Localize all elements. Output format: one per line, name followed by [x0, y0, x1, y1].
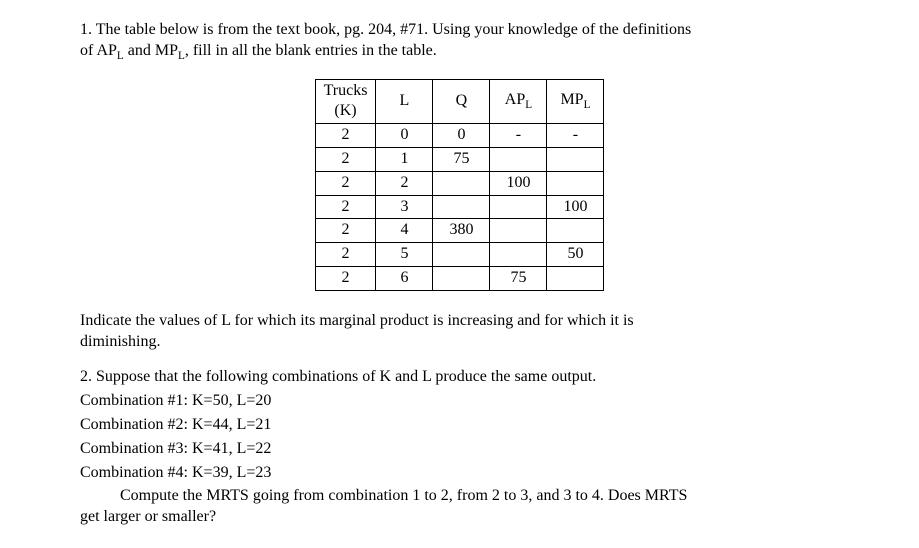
cell-q [433, 243, 490, 267]
table-row: 2 2 100 [315, 171, 604, 195]
q1-intro-line2-p3: , fill in all the blank entries in the t… [185, 42, 437, 59]
q2-combo4: Combination #4: K=39, L=23 [80, 463, 839, 484]
cell-q [433, 195, 490, 219]
cell-l: 3 [376, 195, 433, 219]
header-trucks: Trucks (K) [315, 79, 376, 124]
header-mpl-main: MP [560, 91, 583, 108]
cell-apl [490, 195, 547, 219]
q2-combo2: Combination #2: K=44, L=21 [80, 415, 839, 436]
q1-followup-l1: Indicate the values of L for which its m… [80, 312, 634, 329]
cell-apl [490, 219, 547, 243]
header-apl-sub: L [525, 99, 532, 111]
data-table: Trucks (K) L Q APL MPL 2 0 0 - - 2 1 75 [315, 79, 605, 291]
cell-l: 2 [376, 171, 433, 195]
table-row: 2 6 75 [315, 266, 604, 290]
cell-l: 6 [376, 266, 433, 290]
question2: 2. Suppose that the following combinatio… [80, 367, 839, 528]
cell-l: 1 [376, 147, 433, 171]
header-trucks-l2: (K) [334, 102, 356, 119]
header-q: Q [433, 79, 490, 124]
cell-l: 4 [376, 219, 433, 243]
cell-mpl [547, 219, 604, 243]
table-row: 2 4 380 [315, 219, 604, 243]
cell-q: 0 [433, 124, 490, 148]
question1-intro: 1. The table below is from the text book… [80, 20, 839, 64]
cell-mpl: - [547, 124, 604, 148]
cell-q: 380 [433, 219, 490, 243]
cell-k: 2 [315, 195, 376, 219]
header-apl: APL [490, 79, 547, 124]
header-apl-main: AP [505, 91, 525, 108]
q1-intro-line1: 1. The table below is from the text book… [80, 21, 691, 38]
cell-mpl [547, 147, 604, 171]
q2-final-l1: Compute the MRTS going from combination … [80, 486, 839, 507]
cell-q [433, 171, 490, 195]
cell-mpl: 50 [547, 243, 604, 267]
header-mpl-sub: L [584, 99, 591, 111]
q2-combo1: Combination #1: K=50, L=20 [80, 391, 839, 412]
q2-intro: 2. Suppose that the following combinatio… [80, 367, 839, 388]
cell-k: 2 [315, 171, 376, 195]
q2-final-l2: get larger or smaller? [80, 507, 839, 528]
cell-apl: 75 [490, 266, 547, 290]
cell-k: 2 [315, 266, 376, 290]
table-row: 2 0 0 - - [315, 124, 604, 148]
cell-mpl: 100 [547, 195, 604, 219]
q1-sub2: L [178, 50, 185, 62]
cell-q [433, 266, 490, 290]
table-row: 2 1 75 [315, 147, 604, 171]
q1-intro-line2-p2: and MP [124, 42, 178, 59]
cell-k: 2 [315, 219, 376, 243]
header-mpl: MPL [547, 79, 604, 124]
cell-l: 5 [376, 243, 433, 267]
table-header-row: Trucks (K) L Q APL MPL [315, 79, 604, 124]
cell-apl [490, 243, 547, 267]
question1-followup: Indicate the values of L for which its m… [80, 311, 839, 353]
cell-k: 2 [315, 124, 376, 148]
cell-k: 2 [315, 243, 376, 267]
header-trucks-l1: Trucks [324, 82, 368, 99]
cell-k: 2 [315, 147, 376, 171]
q1-intro-line2-p1: of AP [80, 42, 117, 59]
cell-apl [490, 147, 547, 171]
cell-apl: 100 [490, 171, 547, 195]
q1-sub1: L [117, 50, 124, 62]
table-row: 2 3 100 [315, 195, 604, 219]
cell-q: 75 [433, 147, 490, 171]
cell-mpl [547, 171, 604, 195]
cell-l: 0 [376, 124, 433, 148]
table-container: Trucks (K) L Q APL MPL 2 0 0 - - 2 1 75 [80, 79, 839, 291]
cell-apl: - [490, 124, 547, 148]
cell-mpl [547, 266, 604, 290]
q1-followup-l2: diminishing. [80, 333, 160, 350]
q2-combo3: Combination #3: K=41, L=22 [80, 439, 839, 460]
header-l: L [376, 79, 433, 124]
table-row: 2 5 50 [315, 243, 604, 267]
